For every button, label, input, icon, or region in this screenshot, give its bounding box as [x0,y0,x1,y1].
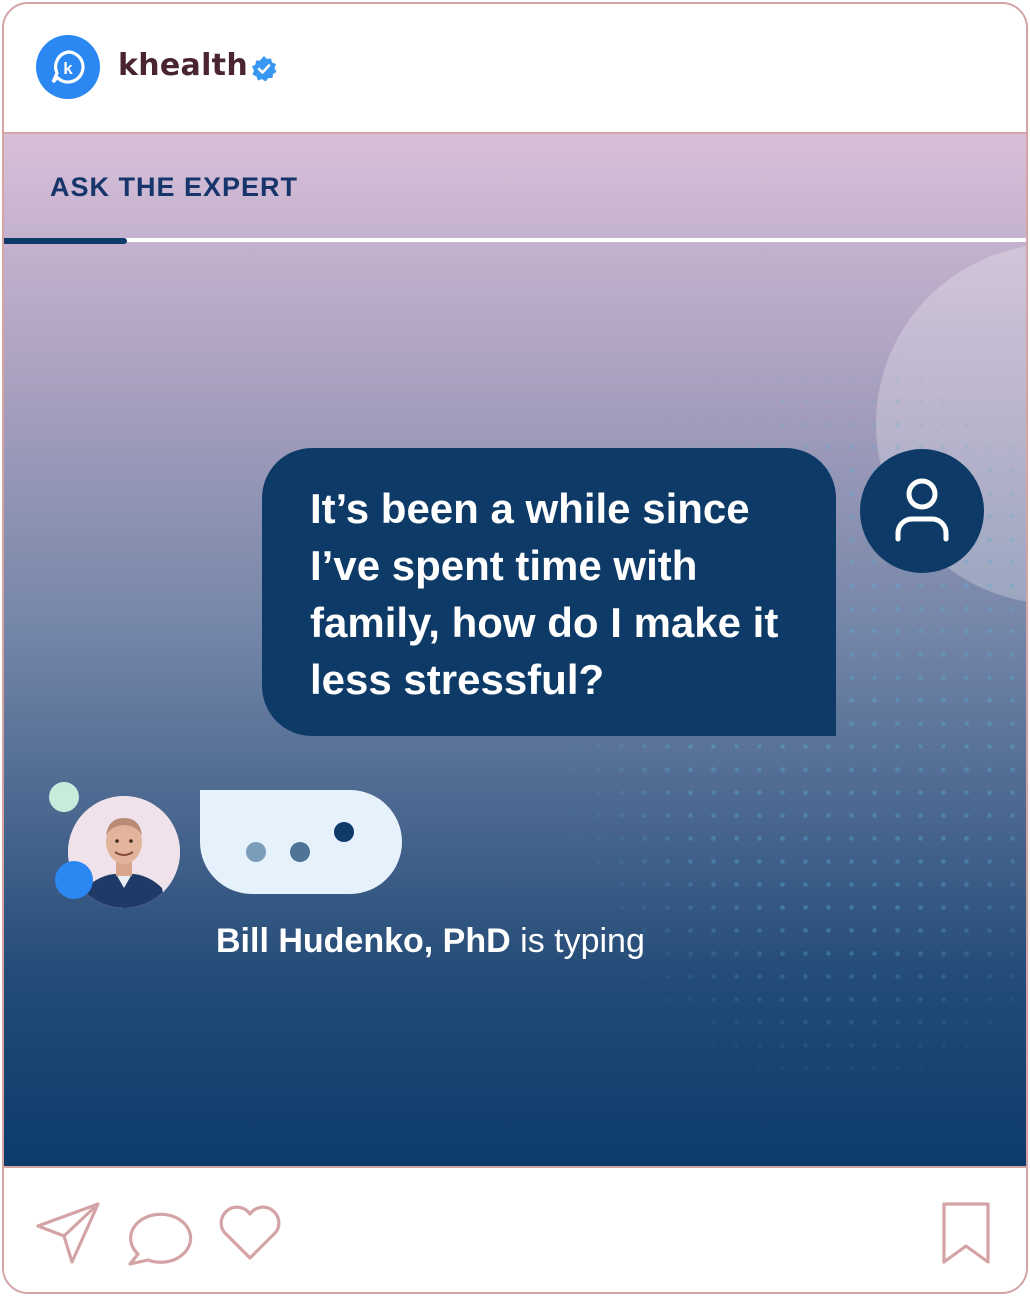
post-kicker: ASK THE EXPERT [50,172,299,202]
post-image: ASK THE EXPERT It’s been a while since I… [4,134,1026,1166]
story-progress-track [4,238,1026,242]
verified-badge-icon [252,56,277,82]
khealth-logo-icon: k [51,50,85,84]
expert-name: Bill Hudenko, PhD [216,922,511,960]
story-progress-fill [4,238,127,244]
send-icon[interactable] [34,1200,104,1266]
typing-dot [290,842,310,862]
user-question-text: It’s been a while since I’ve spent time … [310,485,779,703]
user-question-bubble: It’s been a while since I’ve spent time … [262,448,836,736]
post-actions-bar [4,1166,1026,1292]
user-avatar [860,449,984,573]
typing-dot [246,842,266,862]
bookmark-icon[interactable] [938,1200,994,1266]
decorative-mint-dot [49,782,79,812]
decorative-blue-dot [55,861,93,899]
account-avatar[interactable]: k [36,35,100,99]
typing-dot [334,822,354,842]
account-name[interactable]: khealth [118,48,248,83]
comment-icon[interactable] [124,1206,194,1266]
user-icon [895,478,949,542]
heart-icon[interactable] [216,1202,284,1262]
typing-suffix: is typing [510,922,645,960]
post-header: k khealth [4,4,1026,134]
logo-letter: k [63,59,73,78]
typing-indicator-bubble [200,790,402,894]
typing-status: Bill Hudenko, PhD is typing [216,922,645,961]
